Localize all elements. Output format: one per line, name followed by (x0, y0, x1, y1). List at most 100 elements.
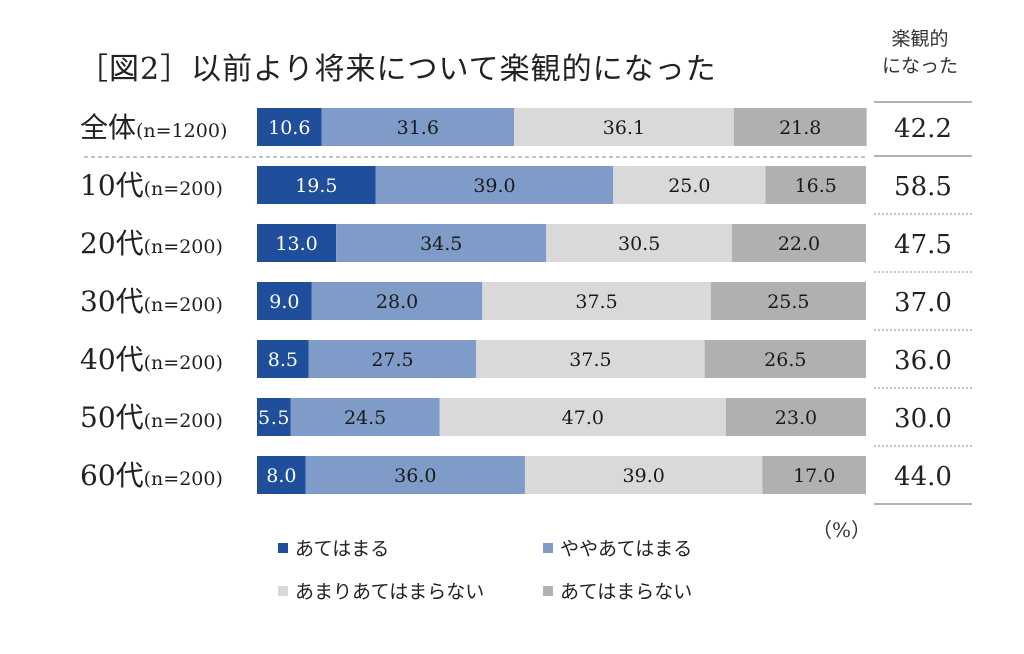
optimistic-total-6: 44.0 (894, 462, 952, 492)
bar-segment-4-0 (257, 340, 309, 378)
bar-segment-4-3 (704, 340, 866, 378)
optimistic-total-0: 42.2 (894, 114, 952, 144)
legend-swatch-1 (278, 542, 288, 553)
bar-segment-3-1 (311, 282, 483, 320)
bar-segment-6-3 (762, 456, 866, 494)
bar-segment-2-1 (336, 224, 547, 262)
bar-label-1-1: 39.0 (473, 175, 515, 197)
legend-item-3: あまりあてはまらない (278, 577, 484, 604)
bar-label-5-2: 47.0 (562, 407, 604, 429)
bar-segment-3-0 (257, 282, 312, 320)
optimistic-total-3: 37.0 (894, 288, 952, 318)
bar-label-3-2: 37.5 (575, 291, 617, 313)
category-label-2: 20代(n=200) (80, 227, 223, 260)
bar-label-4-1: 27.5 (371, 349, 413, 371)
category-sub-3: (n=200) (144, 294, 223, 316)
optimistic-total-2: 47.5 (894, 230, 952, 260)
bar-label-1-2: 25.0 (668, 175, 710, 197)
bar-segment-3-3 (710, 282, 866, 320)
bar-segment-0-0 (257, 108, 322, 146)
legend-item-1: あてはまる (278, 534, 389, 561)
bar-label-4-2: 37.5 (569, 349, 611, 371)
category-label-1: 10代(n=200) (80, 169, 223, 202)
optimistic-header-line-2: になった (881, 55, 958, 77)
bar-segment-2-3 (732, 224, 866, 262)
bar-label-4-3: 26.5 (764, 349, 806, 371)
legend-swatch-3 (278, 585, 288, 596)
legend-item-4: あてはまらない (543, 577, 692, 604)
bar-segment-5-2 (439, 398, 726, 436)
category-sub-1: (n=200) (144, 178, 223, 200)
bar-label-0-2: 36.1 (603, 117, 645, 139)
category-main-5: 50代 (80, 401, 144, 434)
optimistic-column-header: 楽観的 になった (870, 26, 970, 80)
category-sub-0: (n=1200) (136, 120, 227, 142)
bar-segment-2-0 (257, 224, 337, 262)
bar-label-5-3: 23.0 (775, 407, 817, 429)
category-label-3: 30代(n=200) (80, 285, 223, 318)
legend-label-1: あてはまる (295, 538, 390, 560)
category-main-2: 20代 (80, 227, 144, 260)
bar-label-2-1: 34.5 (420, 233, 462, 255)
bar-segment-0-1 (321, 108, 514, 146)
bar-label-1-3: 16.5 (795, 175, 837, 197)
bar-label-2-3: 22.0 (778, 233, 820, 255)
category-label-0: 全体(n=1200) (80, 111, 227, 144)
bar-label-2-2: 30.5 (618, 233, 660, 255)
bar-segment-3-2 (482, 282, 711, 320)
unit-label: （%） (812, 518, 872, 542)
optimistic-header-line-1: 楽観的 (891, 28, 949, 50)
bar-label-0-3: 21.8 (779, 117, 821, 139)
bar-label-5-0: 5.5 (258, 407, 289, 429)
bar-label-6-2: 39.0 (623, 465, 665, 487)
category-label-5: 50代(n=200) (80, 401, 223, 434)
bar-segment-6-1 (305, 456, 525, 494)
bar-segment-0-3 (733, 108, 867, 146)
bar-segment-1-2 (613, 166, 766, 204)
bar-label-6-0: 8.0 (266, 465, 296, 487)
optimistic-total-5: 30.0 (894, 404, 952, 434)
bar-segment-4-1 (308, 340, 477, 378)
bar-label-3-1: 28.0 (376, 291, 418, 313)
bar-label-0-0: 10.6 (268, 117, 310, 139)
bar-label-6-3: 17.0 (793, 465, 835, 487)
bar-label-3-3: 25.5 (767, 291, 809, 313)
legend-label-3: あまりあてはまらない (295, 581, 485, 603)
category-label-6: 60代(n=200) (80, 459, 223, 492)
legend-label-4: あてはまらない (560, 581, 693, 603)
legend-label-2: ややあてはまる (560, 538, 693, 560)
bar-segment-6-2 (524, 456, 763, 494)
category-main-0: 全体 (80, 111, 136, 144)
bar-segment-1-0 (257, 166, 376, 204)
bar-segment-0-2 (513, 108, 734, 146)
category-sub-2: (n=200) (144, 236, 223, 258)
bar-segment-6-0 (257, 456, 306, 494)
bar-segment-1-1 (375, 166, 614, 204)
optimistic-total-1: 58.5 (894, 172, 952, 202)
bar-label-6-1: 36.0 (394, 465, 436, 487)
legend-item-2: ややあてはまる (543, 534, 692, 561)
optimistic-total-4: 36.0 (894, 346, 952, 376)
bar-segment-5-3 (725, 398, 866, 436)
category-main-6: 60代 (80, 459, 144, 492)
bar-label-2-0: 13.0 (275, 233, 317, 255)
bar-label-5-1: 24.5 (344, 407, 386, 429)
legend-swatch-2 (543, 542, 553, 553)
bar-label-3-0: 9.0 (269, 291, 299, 313)
bar-label-4-0: 8.5 (268, 349, 298, 371)
bar-segment-5-1 (290, 398, 440, 436)
chart-title: ［図2］以前より将来について楽観的になった (78, 52, 717, 87)
category-main-4: 40代 (80, 343, 144, 376)
category-label-4: 40代(n=200) (80, 343, 223, 376)
legend-swatch-4 (543, 585, 553, 596)
bar-segment-4-2 (476, 340, 705, 378)
bar-label-1-0: 19.5 (295, 175, 337, 197)
category-main-3: 30代 (80, 285, 144, 318)
bar-segment-1-3 (765, 166, 866, 204)
category-main-1: 10代 (80, 169, 144, 202)
category-sub-5: (n=200) (144, 410, 223, 432)
bar-segment-2-2 (546, 224, 733, 262)
category-sub-4: (n=200) (144, 352, 223, 374)
category-sub-6: (n=200) (144, 468, 223, 490)
